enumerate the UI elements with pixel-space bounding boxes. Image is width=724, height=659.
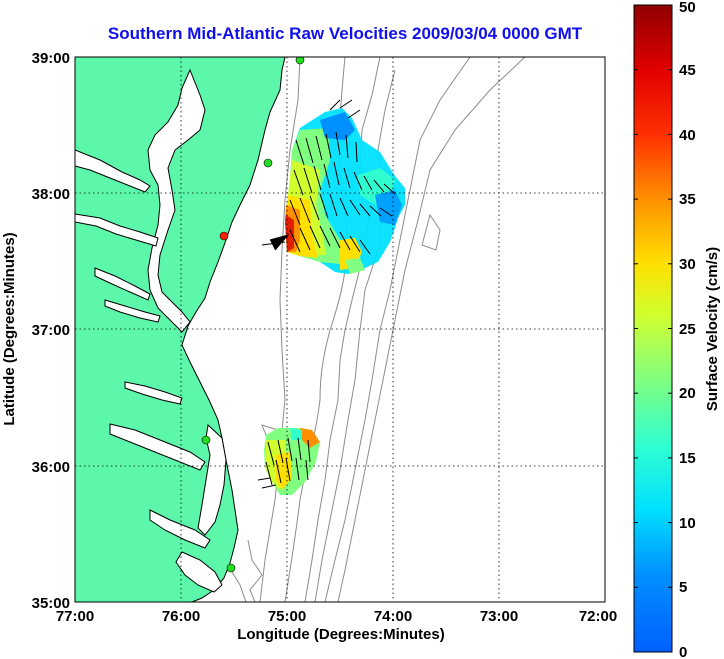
- colorbar-label: Surface Velocity (cm/s): [704, 247, 721, 411]
- colorbar-ticks: [634, 4, 672, 653]
- colorbar-tick-label: 10: [679, 515, 696, 532]
- station-marker: [201, 435, 211, 445]
- colorbar-tick-label: 5: [679, 579, 687, 596]
- grid-lines: [75, 57, 605, 602]
- station-marker: [263, 158, 273, 168]
- x-tick-label: 75:00: [268, 608, 306, 625]
- colorbar-tick-label: 0: [679, 644, 687, 659]
- colorbar-tick-label: 40: [679, 127, 696, 144]
- y-axis-label: Latitude (Degrees:Minutes): [1, 232, 18, 425]
- colorbar-tick-label: 35: [679, 191, 696, 208]
- y-tick-label: 36:00: [32, 459, 70, 476]
- colorbar-tick-label: 25: [679, 321, 696, 338]
- map-area: [75, 57, 605, 602]
- station-marker: [295, 57, 305, 65]
- colorbar-tick-label: 30: [679, 256, 696, 273]
- x-axis-ticks: 77:00 76:00 75:00 74:00 73:00 72:00: [56, 608, 617, 625]
- chesapeake-bay: [147, 68, 206, 333]
- colorbar-tick-label: 45: [679, 62, 696, 79]
- x-tick-label: 72:00: [579, 608, 617, 625]
- y-axis-ticks: 39:00 38:00 37:00 36:00 35:00: [32, 50, 70, 612]
- y-tick-label: 37:00: [32, 322, 70, 339]
- station-marker: [226, 563, 236, 573]
- colorbar-tick-label: 20: [679, 385, 696, 402]
- y-tick-label: 38:00: [32, 186, 70, 203]
- x-tick-label: 76:00: [162, 608, 200, 625]
- colorbar-tick-label: 15: [679, 450, 696, 467]
- colorbar-tick-label: 50: [679, 0, 696, 16]
- map-frame: [74, 56, 606, 603]
- tributaries: [75, 149, 211, 549]
- x-axis-label: Longitude (Degrees:Minutes): [237, 626, 445, 643]
- station-marker-alert: [219, 231, 229, 241]
- x-tick-label: 74:00: [374, 608, 412, 625]
- sounds: [175, 423, 227, 593]
- velocity-field-south: [257, 428, 320, 495]
- y-tick-label: 39:00: [32, 50, 70, 67]
- x-tick-label: 73:00: [480, 608, 518, 625]
- colorbar-gradient: [633, 4, 673, 653]
- radar-stations: [201, 57, 305, 573]
- x-tick-label: 77:00: [56, 608, 94, 625]
- velocity-field-north: [261, 99, 405, 274]
- map-title: Southern Mid-Atlantic Raw Velocities 200…: [108, 24, 583, 43]
- y-tick-label: 35:00: [32, 595, 70, 612]
- colorbar: 0 5 10 15 20 25 30 35 40 45 50 Surface V…: [633, 0, 721, 659]
